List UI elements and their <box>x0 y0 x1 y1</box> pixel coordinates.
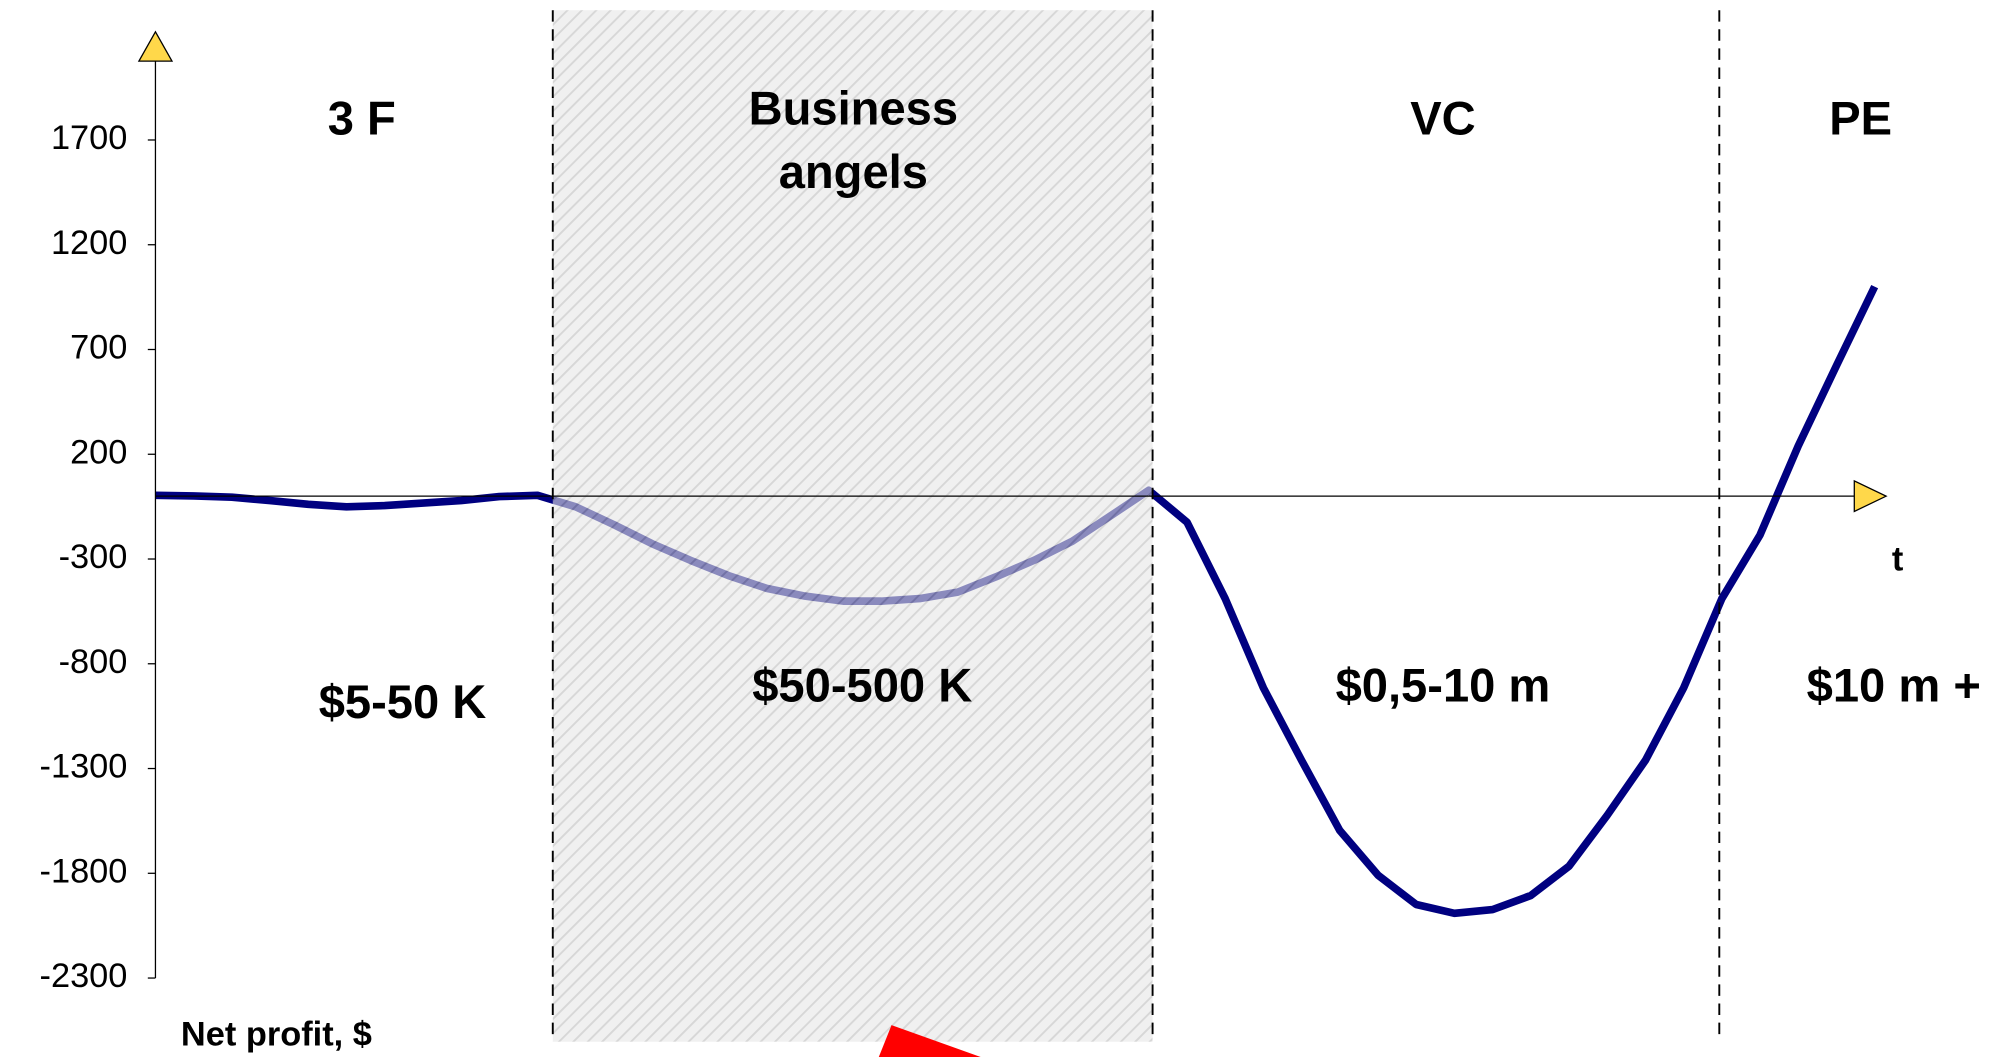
stage-range: $0,5-10 m <box>1336 658 1551 711</box>
stage-name: angels <box>779 145 928 198</box>
red-arrow <box>878 1025 981 1057</box>
stage-range: $5-50 K <box>319 675 487 728</box>
stage-range: $50-500 K <box>752 658 972 711</box>
y-tick-label: 700 <box>70 329 127 367</box>
y-tick-label: 1200 <box>51 224 127 262</box>
y-tick-label: -1800 <box>40 852 128 890</box>
y-tick-label: -300 <box>59 538 128 576</box>
y-tick-label: 1700 <box>51 119 127 157</box>
y-tick-label: -2300 <box>40 957 128 995</box>
business-angels-zone <box>552 10 1153 1042</box>
y-axis-arrow <box>137 30 174 62</box>
stage-name: Business <box>749 82 958 135</box>
x-axis-label: t <box>1892 541 1904 579</box>
y-tick-label: -1300 <box>40 748 128 786</box>
stage-range: $10 m + <box>1807 658 1981 711</box>
y-axis-label: Net profit, $ <box>181 1016 372 1054</box>
y-tick-label: -800 <box>59 643 128 681</box>
stage-name: PE <box>1829 92 1892 145</box>
stage-name: 3 F <box>328 92 396 145</box>
y-tick-label: 200 <box>70 433 127 471</box>
stage-name: VC <box>1410 92 1475 145</box>
x-axis-arrow <box>1853 479 1888 513</box>
